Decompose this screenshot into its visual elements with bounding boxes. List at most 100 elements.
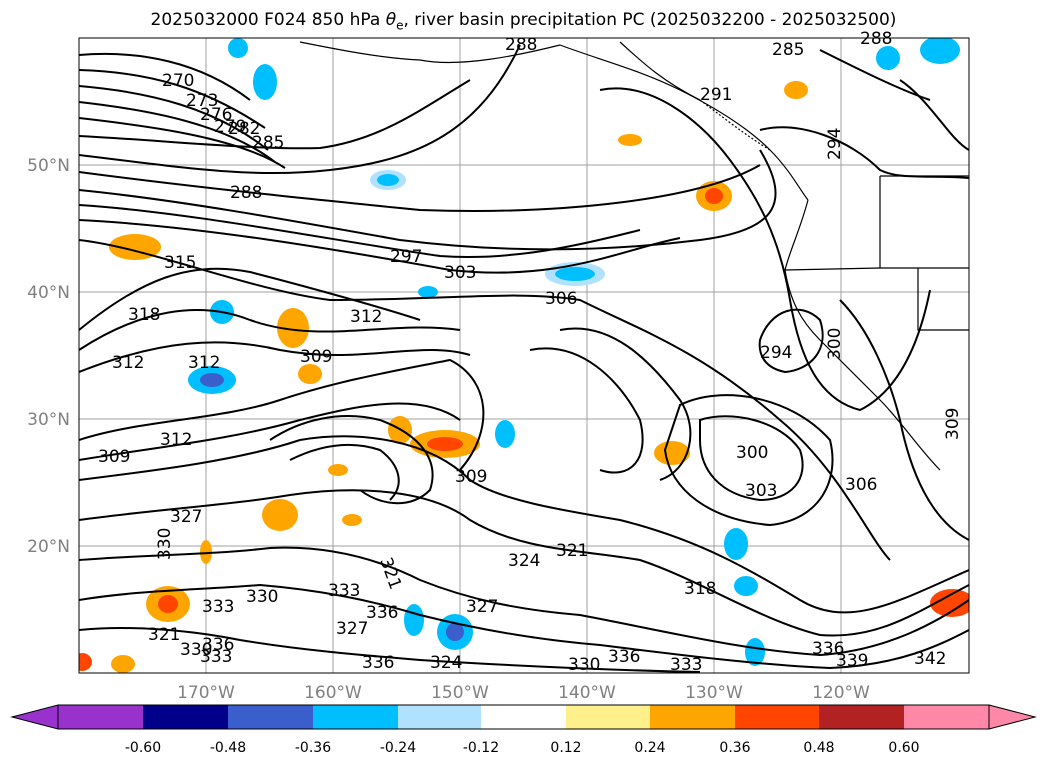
precip-blob: [446, 623, 464, 641]
colorbar-tick: 0.48: [803, 740, 834, 756]
precip-blob: [228, 38, 248, 58]
lat-label: 40°N: [27, 283, 70, 303]
contour-label: 306: [845, 475, 877, 495]
contour-label: 327: [336, 619, 368, 639]
contour-label: 294: [825, 128, 845, 160]
precip-blob: [111, 655, 135, 673]
lon-label: 160°W: [304, 683, 362, 703]
contour-label: 336: [812, 639, 844, 659]
colorbar-tick: -0.36: [295, 740, 331, 756]
lon-label: 150°W: [431, 683, 489, 703]
precip-blob: [705, 188, 723, 204]
contour-label: 336: [366, 603, 398, 623]
map-title: 2025032000 F024 850 hPa θe, river basin …: [150, 10, 897, 33]
precip-blob: [618, 134, 642, 146]
precip-blob: [298, 364, 322, 384]
precip-blob: [328, 464, 348, 476]
colorbar-segment: [904, 705, 989, 729]
contour-label: 309: [943, 408, 963, 440]
contour-label: 318: [684, 579, 716, 599]
colorbar-tick: -0.24: [380, 740, 416, 756]
precip-blob: [876, 46, 900, 70]
contour-label: 333: [328, 581, 360, 601]
contour-label: 327: [170, 507, 202, 527]
contour-label: 312: [350, 307, 382, 327]
lon-label: 170°W: [177, 683, 235, 703]
contour-label: 294: [760, 343, 792, 363]
precip-blob: [253, 64, 277, 100]
theta-e-contours: [79, 44, 969, 673]
precip-blob: [277, 308, 309, 348]
colorbar-segment: [58, 705, 143, 729]
coastlines: [299, 41, 969, 471]
contour-label: 300: [825, 328, 845, 360]
contour-label: 324: [430, 653, 462, 673]
colorbar-extend-low: [10, 704, 59, 730]
contour-label: 336: [608, 647, 640, 667]
gridlines: [79, 38, 969, 673]
contour-label: 288: [860, 29, 892, 49]
contour-label: 288: [230, 183, 262, 203]
precip-blob: [654, 441, 690, 465]
precip-blob: [79, 653, 92, 671]
precip-blob: [262, 499, 298, 531]
contour-label: 330: [246, 587, 278, 607]
contour-label: 330: [155, 528, 175, 560]
precip-blob: [734, 576, 758, 596]
colorbar-segment: [735, 705, 819, 729]
precip-blobs: [79, 38, 969, 673]
contour-label: 330: [180, 640, 212, 660]
contour-label: 312: [188, 353, 220, 373]
precip-blob: [495, 420, 515, 448]
contour-label: 309: [300, 347, 332, 367]
contour-label: 276: [200, 105, 232, 125]
contour-label: 309: [455, 467, 487, 487]
contour-label: 303: [745, 481, 777, 501]
colorbar-segment: [398, 705, 481, 729]
contour-label: 312: [160, 430, 192, 450]
contour-label: 270: [162, 71, 194, 91]
lat-axis-labels: 50°N 40°N 30°N 20°N: [27, 156, 70, 557]
contour-label: 315: [164, 253, 196, 273]
colorbar-segment: [819, 705, 904, 729]
contour-label: 336: [362, 653, 394, 673]
contour-label: 306: [545, 289, 577, 309]
colorbar-frame: [57, 704, 990, 730]
contour-label: 333: [202, 597, 234, 617]
lon-label: 130°W: [685, 683, 743, 703]
colorbar: -0.60 -0.48 -0.36 -0.24 -0.12 0.12 0.24 …: [10, 704, 1037, 756]
lat-label: 30°N: [27, 410, 70, 430]
colorbar-segment: [143, 705, 228, 729]
colorbar-tick: 0.36: [719, 740, 750, 756]
lon-axis-labels: 170°W 160°W 150°W 140°W 130°W 120°W: [177, 683, 870, 703]
contour-label: 312: [112, 353, 144, 373]
precip-blob: [158, 595, 178, 613]
contour-label: 342: [914, 649, 946, 669]
contour-label: 300: [736, 443, 768, 463]
colorbar-tick: -0.12: [463, 740, 499, 756]
colorbar-tick: 0.24: [634, 740, 665, 756]
contour-label: 279: [214, 117, 246, 137]
contour-label: 303: [444, 263, 476, 283]
precip-blob: [784, 81, 808, 99]
contour-label: 336: [202, 635, 234, 655]
contour-label-layer: 270 273 276 279 282 285 288 288 285 288 …: [98, 29, 963, 675]
precip-blob: [377, 174, 399, 186]
colorbar-extend-high: [988, 704, 1037, 730]
contour-label: 273: [186, 91, 218, 111]
contour-label: 339: [836, 651, 868, 671]
contour-label: 285: [252, 133, 284, 153]
lon-label: 140°W: [558, 683, 616, 703]
colorbar-tick: 0.60: [888, 740, 919, 756]
precip-blob: [427, 437, 463, 451]
lat-label: 20°N: [27, 537, 70, 557]
contour-label: 333: [670, 655, 702, 675]
contour-label: 288: [505, 35, 537, 55]
lat-label: 50°N: [27, 156, 70, 176]
colorbar-segment: [228, 705, 313, 729]
colorbar-segment: [313, 705, 398, 729]
contour-label: 297: [390, 247, 422, 267]
colorbar-segment: [650, 705, 735, 729]
lon-label: 120°W: [812, 683, 870, 703]
